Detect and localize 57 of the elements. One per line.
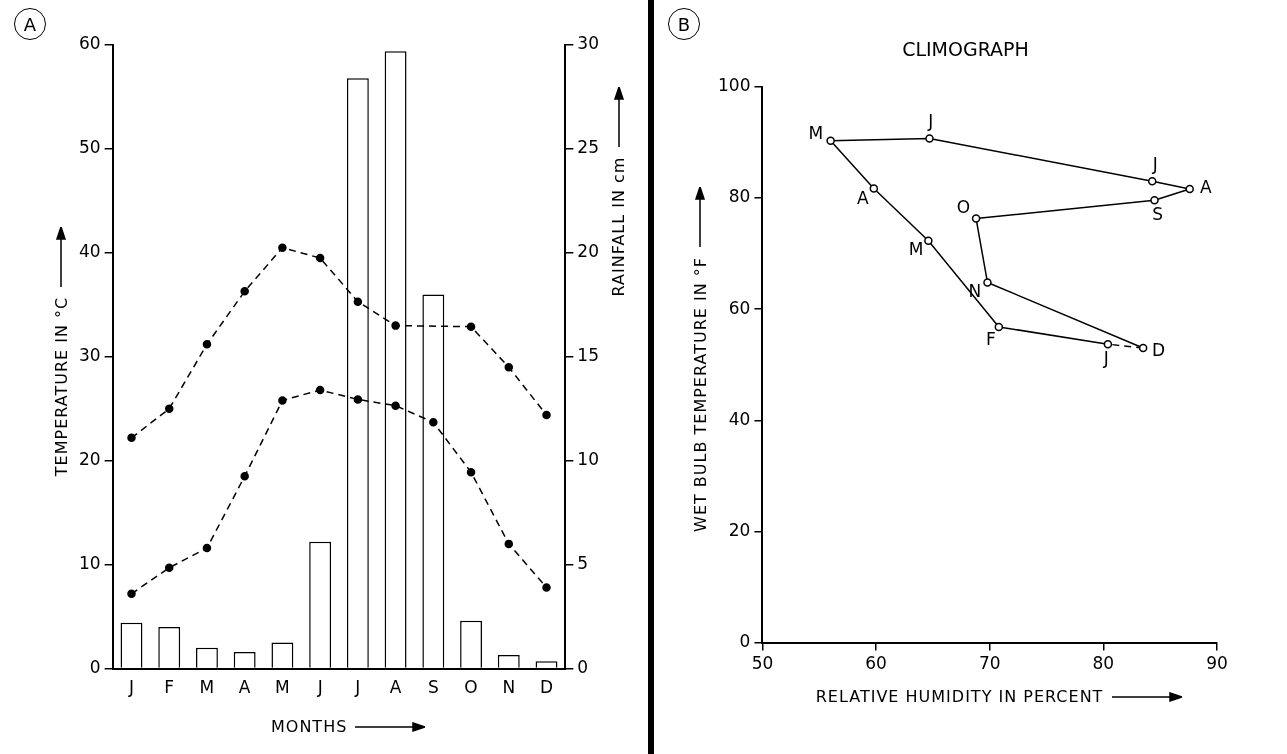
x-tick-label: 90 bbox=[1206, 653, 1228, 674]
annotation: A bbox=[856, 188, 869, 209]
annotation: O bbox=[956, 197, 971, 218]
y-tick-label: 40 bbox=[728, 408, 751, 429]
x-tick-label: 70 bbox=[978, 653, 1001, 674]
y2-tick-label: 20 bbox=[577, 241, 600, 262]
annotation: N bbox=[968, 280, 982, 301]
text: B bbox=[668, 8, 700, 40]
chart-title: CLIMOGRAPH bbox=[902, 38, 1029, 61]
x-tick-label: S bbox=[427, 677, 439, 698]
y2-tick-label: 25 bbox=[577, 137, 600, 158]
x-tick-label: 80 bbox=[1092, 653, 1115, 674]
annotation: J bbox=[927, 110, 934, 131]
x-tick-label: A bbox=[238, 677, 251, 698]
y2-axis-title: RAINFALL IN cm bbox=[609, 156, 629, 297]
x-tick-label: 50 bbox=[751, 653, 774, 674]
annotation: M bbox=[908, 239, 924, 260]
y-tick-label: 20 bbox=[728, 519, 751, 540]
y-tick-label: 10 bbox=[78, 553, 101, 574]
annotation: F bbox=[985, 329, 996, 350]
x-tick-label: O bbox=[464, 677, 478, 698]
y-tick-label: 60 bbox=[728, 297, 751, 318]
annotation: D bbox=[1152, 340, 1166, 361]
annotation: M bbox=[808, 122, 824, 143]
y-tick-label: 60 bbox=[78, 33, 101, 54]
y-axis-title: TEMPERATURE IN °C bbox=[51, 297, 71, 477]
y2-tick-label: 5 bbox=[577, 553, 589, 574]
annotation: S bbox=[1152, 204, 1164, 225]
y2-tick-label: 0 bbox=[577, 657, 589, 678]
x-tick-label: J bbox=[127, 677, 134, 698]
annotation: J bbox=[1102, 348, 1109, 369]
x-tick-label: F bbox=[164, 677, 175, 698]
x-tick-label: D bbox=[539, 677, 554, 698]
x-tick-label: N bbox=[502, 677, 516, 698]
annotation: J bbox=[1151, 154, 1158, 174]
y-tick-label: 80 bbox=[728, 186, 751, 207]
y-tick-label: 100 bbox=[717, 75, 751, 96]
x-tick-label: J bbox=[316, 677, 323, 698]
x-tick-label: A bbox=[389, 677, 402, 698]
y-tick-label: 40 bbox=[78, 241, 101, 262]
x-tick-label: M bbox=[199, 677, 215, 698]
y-tick-label: 0 bbox=[89, 657, 101, 678]
text: A bbox=[14, 8, 46, 40]
x-axis-title: MONTHS bbox=[271, 717, 348, 736]
y2-tick-label: 30 bbox=[577, 33, 600, 54]
y-tick-label: 20 bbox=[78, 449, 101, 470]
x-tick-label: M bbox=[275, 677, 290, 698]
x-axis-title: RELATIVE HUMIDITY IN PERCENT bbox=[815, 687, 1104, 706]
y-tick-label: 30 bbox=[78, 345, 101, 366]
y2-tick-label: 10 bbox=[577, 449, 600, 470]
x-tick-label: J bbox=[354, 677, 361, 698]
annotation: A bbox=[1199, 176, 1212, 197]
y-tick-label: 0 bbox=[739, 631, 751, 652]
y-tick-label: 50 bbox=[78, 137, 101, 158]
x-tick-label: 60 bbox=[865, 653, 887, 674]
y-axis-title: WET BULB TEMPERATURE IN °F bbox=[690, 257, 710, 533]
y2-tick-label: 15 bbox=[577, 345, 600, 366]
